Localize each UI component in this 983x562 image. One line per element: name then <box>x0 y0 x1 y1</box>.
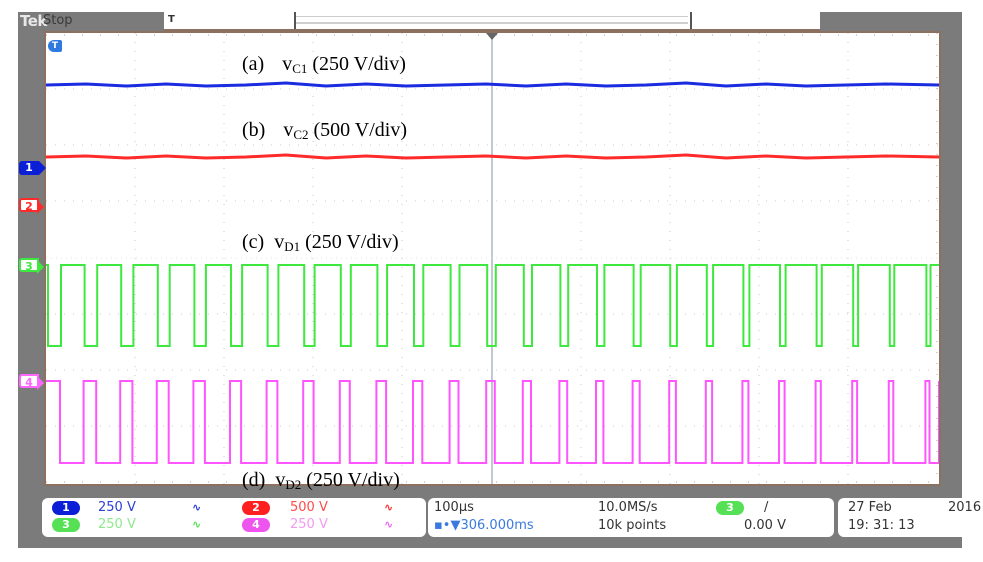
clock-time: 19: 31: 13 <box>848 518 915 533</box>
ch3-bandwidth-icon: ∿ <box>192 518 202 531</box>
trigger-level: 0.00 V <box>744 518 786 533</box>
record-view-left: T <box>164 12 296 29</box>
ch3-chip: 3 <box>52 518 80 532</box>
graticule-and-waveforms <box>46 33 939 484</box>
ch2-scale: 500 V <box>290 500 328 515</box>
ch3-ground-marker[interactable]: 3 <box>19 258 44 274</box>
record-view-window <box>296 16 688 24</box>
ch4-ground-marker[interactable]: 4 <box>19 374 44 390</box>
ch2-chip: 2 <box>242 501 270 515</box>
date: 27 Feb <box>848 500 892 515</box>
ch1-ground-marker[interactable]: 1 <box>19 161 46 175</box>
record-length: 10k points <box>598 518 667 533</box>
ch1-waveform <box>46 81 939 88</box>
ch1-scale: 250 V <box>98 500 136 515</box>
record-view-edge <box>690 12 692 29</box>
trigger-source-chip: 3 <box>716 501 744 515</box>
ch2-ground-marker[interactable]: 2 <box>19 198 44 214</box>
annotation-b: (b) vC2 (500 V/div) <box>242 119 408 142</box>
ch1-bandwidth-icon: ∿ <box>192 501 202 514</box>
ch4-chip: 4 <box>242 518 270 532</box>
channel-scale-panel: 1 250 V ∿ 2 500 V ∿ 3 250 V ∿ 4 250 V ∿ <box>42 498 426 537</box>
acquisition-state: Stop <box>43 13 73 28</box>
annotation-a: (a) vC1 (250 V/div) <box>242 53 406 76</box>
ch4-scale: 250 V <box>290 517 328 532</box>
ch1-chip: 1 <box>52 501 80 515</box>
ch4-bandwidth-icon: ∿ <box>384 518 394 531</box>
annotation-c: (c) vD1 (250 V/div) <box>242 231 399 254</box>
timebase-panel[interactable]: 100µs ▪•▼306.000ms 10.0MS/s 10k points 3… <box>428 498 834 537</box>
waveform-display[interactable]: (a) vC1 (250 V/div) (b) vC2 (500 V/div) (c… <box>44 31 941 492</box>
record-view-bar[interactable]: T <box>164 12 820 31</box>
trigger-position: ▪•▼306.000ms <box>434 518 534 533</box>
time-per-division: 100µs <box>434 500 474 515</box>
trigger-slope-icon: / <box>764 500 769 515</box>
trigger-position-marker <box>486 33 498 40</box>
record-trigger-marker: T <box>168 14 175 25</box>
year: 2016 <box>948 500 982 515</box>
ch4-waveform <box>46 380 939 464</box>
ch2-bandwidth-icon: ∿ <box>384 501 394 514</box>
trigger-time-marker-icon[interactable]: T <box>48 40 62 52</box>
date-time-panel: 27 Feb 2016 19: 31: 13 <box>838 498 982 537</box>
ch3-scale: 250 V <box>98 517 136 532</box>
ch3-waveform <box>46 264 939 347</box>
sample-rate: 10.0MS/s <box>598 500 658 515</box>
brand-logo: Tek <box>20 12 47 30</box>
ch2-waveform <box>46 153 939 160</box>
annotation-d: (d) vD2 (250 V/div) <box>242 469 400 492</box>
